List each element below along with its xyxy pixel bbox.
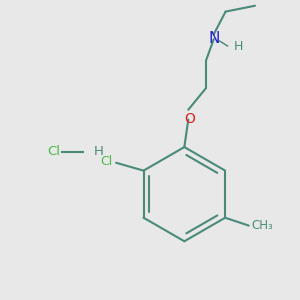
Text: Cl: Cl bbox=[100, 155, 112, 168]
Text: H: H bbox=[233, 40, 243, 53]
Text: Cl: Cl bbox=[47, 146, 60, 158]
Text: N: N bbox=[208, 31, 220, 46]
Text: CH₃: CH₃ bbox=[252, 219, 273, 232]
Text: O: O bbox=[184, 112, 195, 126]
Text: H: H bbox=[94, 146, 104, 158]
